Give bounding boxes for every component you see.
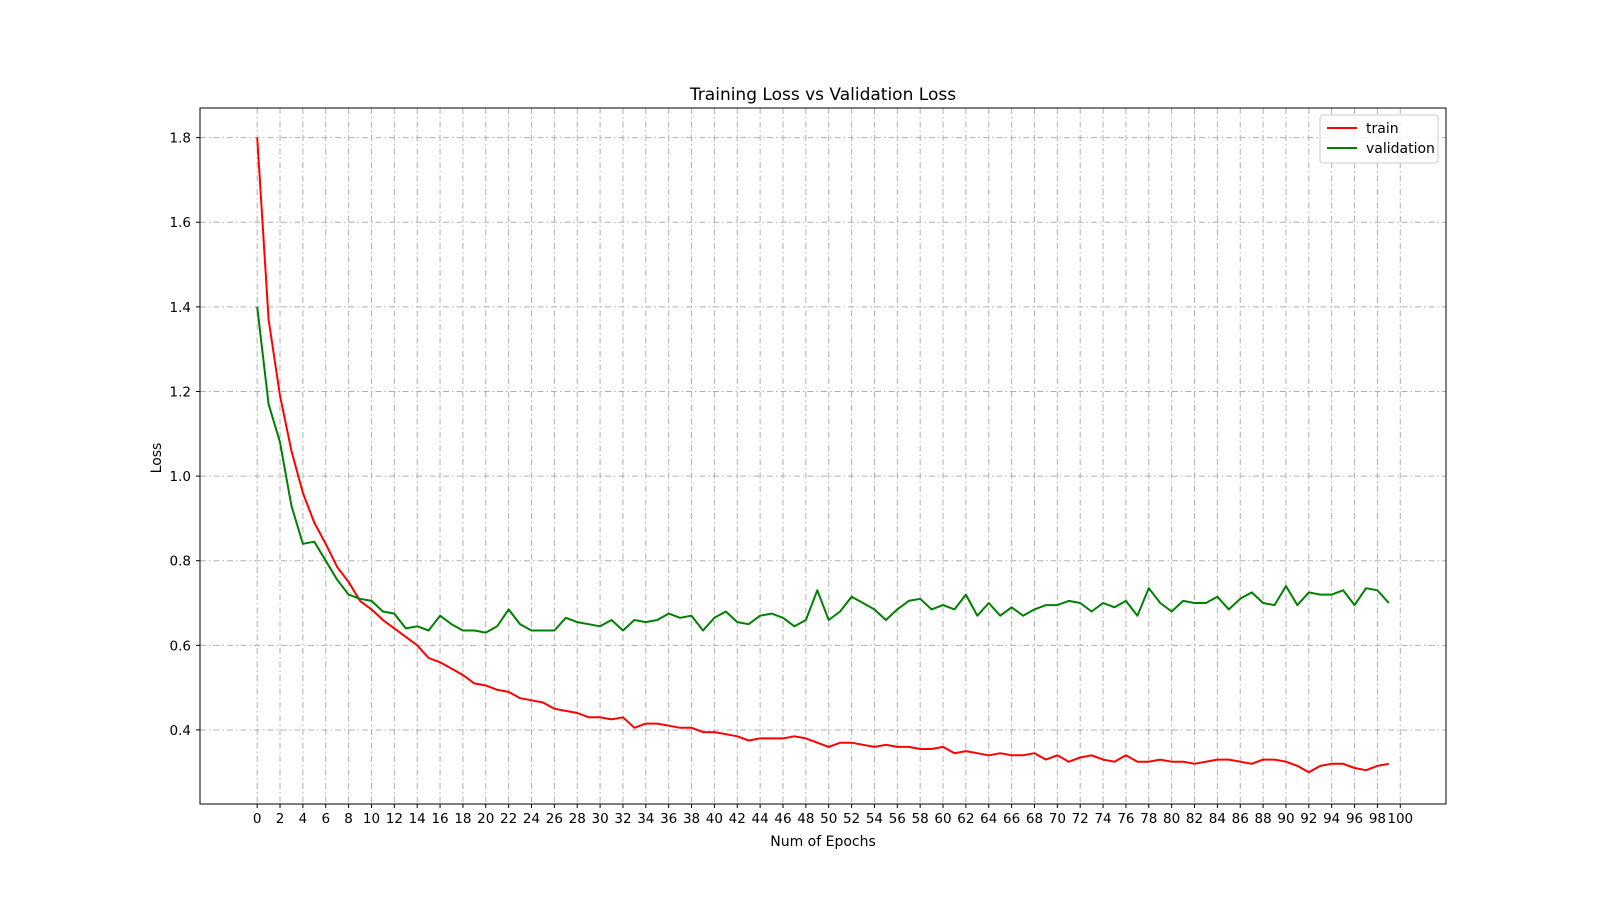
x-tick-label: 76 bbox=[1117, 811, 1134, 827]
x-axis-label: Num of Epochs bbox=[770, 834, 876, 850]
x-tick-label: 14 bbox=[409, 811, 426, 827]
x-tick-label: 6 bbox=[321, 811, 330, 827]
x-tick-label: 78 bbox=[1140, 811, 1157, 827]
y-axis-label: Loss bbox=[149, 443, 165, 474]
series-lines bbox=[256, 137, 1390, 774]
x-tick-label: 70 bbox=[1049, 811, 1066, 827]
x-tick-label: 24 bbox=[523, 811, 540, 827]
x-tick-label: 98 bbox=[1369, 811, 1386, 827]
x-tick-label: 42 bbox=[729, 811, 746, 827]
x-tick-label: 100 bbox=[1387, 811, 1413, 827]
chart-title: Training Loss vs Validation Loss bbox=[689, 85, 956, 105]
y-tick-label: 1.0 bbox=[170, 469, 191, 485]
y-tick-label: 0.8 bbox=[170, 554, 191, 570]
x-tick-label: 82 bbox=[1186, 811, 1203, 827]
x-tick-label: 46 bbox=[774, 811, 791, 827]
x-tick-label: 32 bbox=[614, 811, 631, 827]
x-tick-label: 26 bbox=[546, 811, 563, 827]
x-tick-label: 90 bbox=[1277, 811, 1294, 827]
x-tick-label: 12 bbox=[386, 811, 403, 827]
x-tick-label: 50 bbox=[820, 811, 837, 827]
x-tick-label: 52 bbox=[843, 811, 860, 827]
legend: train validation bbox=[1319, 114, 1439, 164]
x-tick-label: 68 bbox=[1026, 811, 1043, 827]
x-tick-label: 34 bbox=[637, 811, 654, 827]
x-tick-label: 54 bbox=[866, 811, 883, 827]
x-tick-label: 58 bbox=[912, 811, 929, 827]
y-axis: 0.4 0.6 0.8 1.0 1.2 1.4 1.6 1.8 bbox=[170, 131, 200, 739]
y-tick-label: 0.4 bbox=[170, 723, 191, 739]
x-tick-label: 92 bbox=[1300, 811, 1317, 827]
x-tick-label: 28 bbox=[569, 811, 586, 827]
validation-series-line bbox=[256, 306, 1390, 634]
x-tick-label: 36 bbox=[660, 811, 677, 827]
x-tick-label: 0 bbox=[253, 811, 262, 827]
x-tick-label: 44 bbox=[752, 811, 769, 827]
x-tick-label: 94 bbox=[1323, 811, 1340, 827]
x-tick-label: 74 bbox=[1094, 811, 1111, 827]
train-series-line bbox=[256, 137, 1389, 774]
x-tick-label: 86 bbox=[1232, 811, 1249, 827]
x-tick-label: 48 bbox=[797, 811, 814, 827]
x-tick-label: 60 bbox=[934, 811, 951, 827]
y-tick-label: 1.8 bbox=[170, 131, 191, 147]
x-tick-label: 66 bbox=[1003, 811, 1020, 827]
grid bbox=[200, 108, 1446, 804]
x-tick-label: 30 bbox=[591, 811, 608, 827]
y-tick-label: 0.6 bbox=[170, 638, 191, 654]
x-axis: 0 2 4 6 8 10 12 14 16 18 20 22 24 26 28 30 32 34 36 38 40 42 4… bbox=[253, 804, 1413, 827]
x-tick-label: 40 bbox=[706, 811, 723, 827]
legend-train-label: train bbox=[1366, 121, 1399, 137]
x-tick-label: 56 bbox=[889, 811, 906, 827]
x-tick-label: 22 bbox=[500, 811, 517, 827]
plot-frame bbox=[199, 107, 1447, 805]
x-tick-label: 96 bbox=[1346, 811, 1363, 827]
x-tick-label: 2 bbox=[276, 811, 285, 827]
y-tick-label: 1.2 bbox=[170, 384, 191, 400]
x-tick-label: 4 bbox=[299, 811, 308, 827]
x-tick-label: 62 bbox=[957, 811, 974, 827]
x-tick-label: 38 bbox=[683, 811, 700, 827]
x-tick-label: 8 bbox=[344, 811, 353, 827]
x-tick-label: 72 bbox=[1072, 811, 1089, 827]
x-tick-label: 10 bbox=[363, 811, 380, 827]
x-tick-label: 84 bbox=[1209, 811, 1226, 827]
legend-validation-label: validation bbox=[1366, 141, 1435, 157]
x-tick-label: 18 bbox=[454, 811, 471, 827]
x-tick-label: 20 bbox=[477, 811, 494, 827]
x-tick-label: 64 bbox=[980, 811, 997, 827]
x-tick-label: 80 bbox=[1163, 811, 1180, 827]
x-tick-label: 88 bbox=[1255, 811, 1272, 827]
y-tick-label: 1.6 bbox=[170, 215, 191, 231]
y-tick-label: 1.4 bbox=[170, 300, 191, 316]
x-tick-label: 16 bbox=[431, 811, 448, 827]
